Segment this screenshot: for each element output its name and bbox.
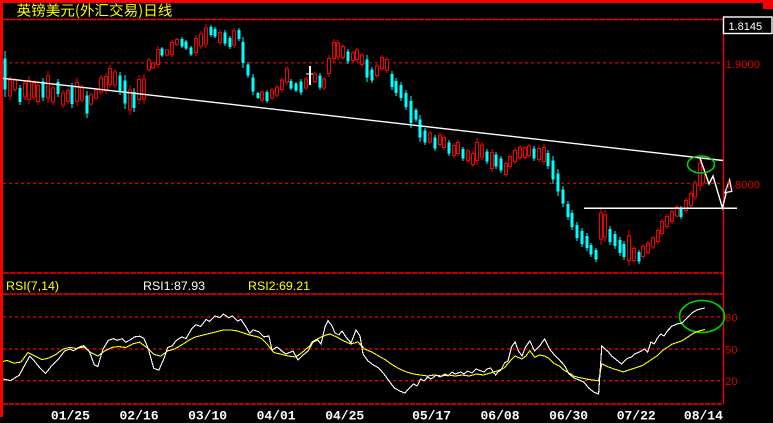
svg-text:1.8000: 1.8000 [726,179,761,191]
svg-text:01/25: 01/25 [51,409,90,423]
svg-text:20: 20 [725,376,738,388]
svg-text:05/17: 05/17 [412,409,451,423]
svg-text:50: 50 [725,345,738,357]
svg-text:03/10: 03/10 [188,409,227,423]
svg-text:06/08: 06/08 [480,409,519,423]
svg-text:1.9000: 1.9000 [726,59,761,71]
svg-text:04/01: 04/01 [257,409,296,423]
svg-text:80: 80 [725,313,738,325]
svg-text:1.8145: 1.8145 [729,21,763,33]
svg-text:RSI(7,14): RSI(7,14) [6,279,59,293]
svg-text:RSI2:69.21: RSI2:69.21 [248,279,310,293]
svg-text:04/25: 04/25 [325,409,364,423]
svg-text:08/14: 08/14 [684,409,723,423]
svg-text:07/22: 07/22 [617,409,656,423]
svg-text:RSI1:87.93: RSI1:87.93 [143,279,205,293]
svg-text:02/16: 02/16 [119,409,158,423]
svg-text:06/30: 06/30 [549,409,588,423]
